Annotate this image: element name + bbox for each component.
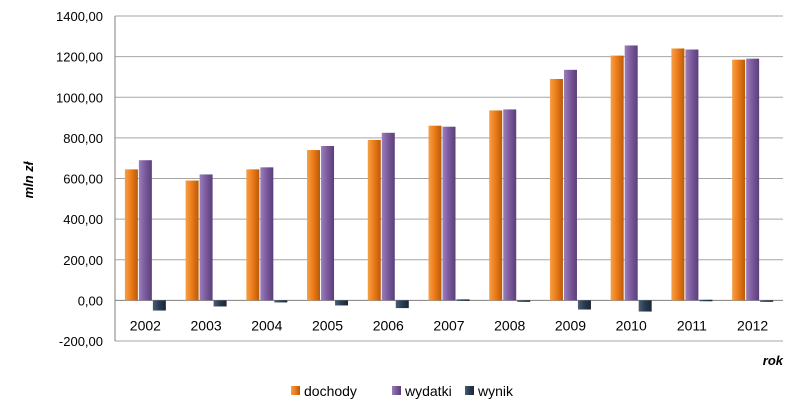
x-axis-label: rok: [763, 353, 784, 368]
y-tick-label: 1400,00: [56, 9, 103, 24]
bar-wydatki: [624, 45, 638, 301]
bar-wydatki: [321, 146, 335, 301]
bar-wynik: [577, 300, 591, 310]
bar-wynik: [699, 299, 713, 302]
legend-wydatki-swatch: [392, 386, 401, 395]
bar-dochody: [307, 150, 321, 301]
bar-dochody: [124, 169, 138, 301]
bar-wynik: [152, 300, 166, 311]
bar-dochody: [671, 48, 685, 301]
bar-wynik: [456, 299, 470, 301]
bar-wynik: [760, 300, 774, 302]
bar-wydatki: [685, 49, 699, 301]
bar-wydatki: [442, 126, 456, 301]
x-tick-label: 2005: [312, 317, 343, 333]
x-tick-label: 2009: [555, 317, 586, 333]
bar-wydatki: [138, 160, 152, 301]
y-tick-label: 0,00: [78, 293, 103, 308]
y-tick-label: 800,00: [63, 131, 103, 146]
y-axis-ticks: -200,00 0,00 200,00 400,00 600,00 800,00 1000,…: [56, 9, 103, 349]
bar-dochody: [489, 110, 503, 301]
x-tick-label: 2002: [130, 317, 161, 333]
y-tick-label: 1000,00: [56, 90, 103, 105]
bar-wydatki: [260, 167, 274, 301]
x-tick-label: 2003: [191, 317, 222, 333]
bar-dochody: [246, 169, 260, 301]
y-tick-label: 400,00: [63, 212, 103, 227]
bar-wydatki: [381, 132, 395, 301]
bar-wynik: [395, 300, 409, 309]
bar-dochody: [367, 139, 381, 301]
legend-wynik-swatch: [465, 386, 474, 395]
bar-dochody: [549, 78, 563, 301]
x-tick-label: 2010: [616, 317, 647, 333]
bar-wynik: [213, 300, 227, 307]
x-tick-label: 2011: [677, 317, 707, 333]
legend-wydatki-label: wydatki: [404, 383, 452, 399]
x-tick-label: 2007: [433, 317, 464, 333]
y-tick-label: 600,00: [63, 172, 103, 187]
bar-wydatki: [503, 109, 517, 301]
bar-wynik: [335, 300, 349, 306]
legend-wynik-label: wynik: [477, 383, 514, 399]
bar-dochody: [732, 59, 746, 301]
x-tick-label: 2004: [251, 317, 282, 333]
x-tick-label: 2006: [373, 317, 404, 333]
bar-wydatki: [746, 58, 760, 301]
bar-wynik: [517, 300, 531, 302]
bar-dochody: [428, 125, 442, 301]
bars: [124, 45, 774, 312]
bar-dochody: [185, 180, 199, 301]
y-tick-label: 200,00: [63, 253, 103, 268]
y-axis-label: mln zł: [21, 160, 36, 198]
y-tick-label: -200,00: [59, 334, 103, 349]
legend-dochody-label: dochody: [304, 383, 357, 399]
bar-wynik: [274, 300, 288, 303]
x-axis-ticks: 2002 2003 2004 2005 2006 2007 2008 2009 2010 2011…: [130, 317, 769, 333]
bar-wydatki: [563, 69, 577, 301]
bar-wydatki: [199, 174, 213, 301]
x-tick-label: 2012: [737, 317, 768, 333]
legend: dochody wydatki wynik: [291, 383, 514, 399]
bar-wynik: [638, 300, 652, 312]
legend-dochody-swatch: [291, 386, 300, 395]
y-tick-label: 1200,00: [56, 50, 103, 65]
x-tick-label: 2008: [494, 317, 525, 333]
bar-dochody: [610, 55, 624, 301]
